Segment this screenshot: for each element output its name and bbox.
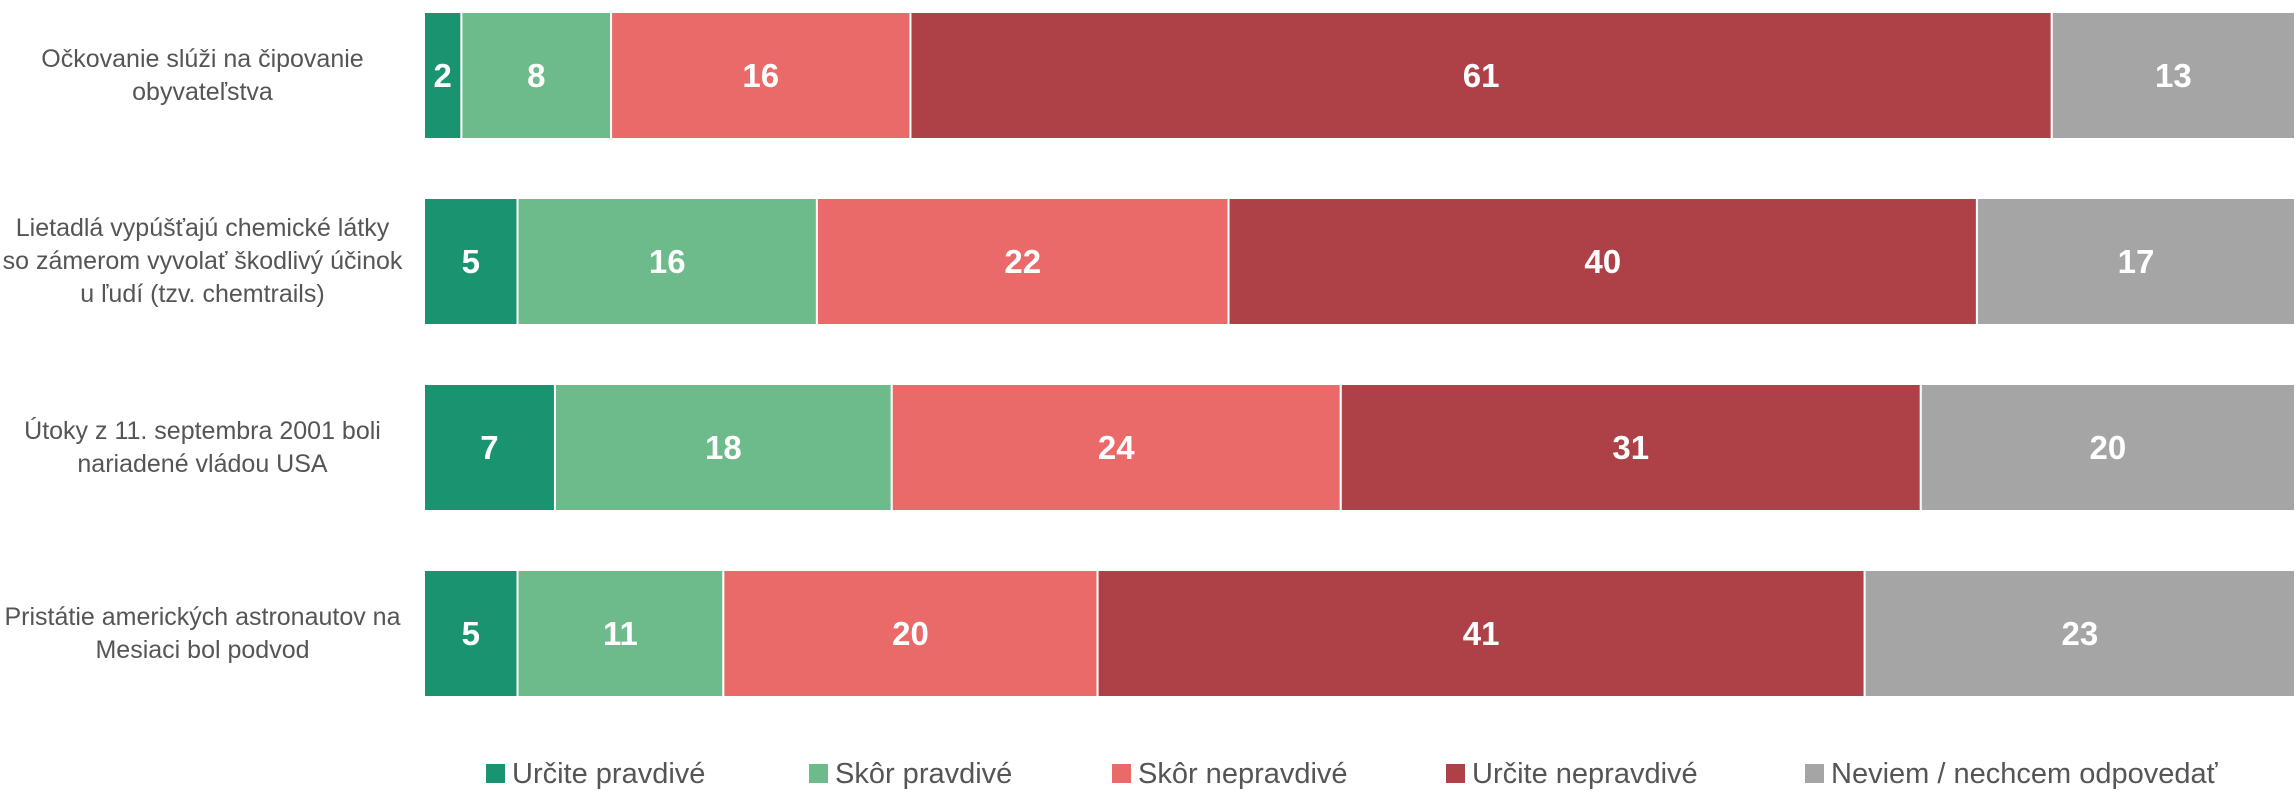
legend-label: Určite nepravdivé [1472,758,1698,790]
legend-label: Skôr nepravdivé [1138,758,1348,790]
legend-swatch [1446,764,1465,783]
data-label: 2 [434,57,452,94]
data-label: 20 [892,615,929,652]
bar-segment [1863,569,2295,698]
data-label: 20 [2090,429,2127,466]
category-label: Útoky z 11. septembra 2001 boli nariaden… [24,416,381,478]
bar-segment [553,383,893,512]
legend-swatch [1805,764,1824,783]
data-label: 41 [1463,615,1500,652]
bar-segment [516,569,725,698]
bar-segment [1975,197,2295,326]
legend-swatch [809,764,828,783]
bar-segment [423,569,519,698]
bar-segment [423,197,519,326]
data-label: 31 [1612,429,1649,466]
category-label: Pristátie amerických astronautov na Mesi… [4,602,401,664]
data-label: 40 [1584,243,1621,280]
bar-segment [1096,569,1866,698]
bar-segment [610,11,912,140]
data-label: 23 [2061,615,2098,652]
category-label: Očkovanie slúži na čipovanie obyvateľstv… [41,44,364,106]
legend-swatch [1112,764,1131,783]
data-label: 17 [2118,243,2155,280]
bar-segment [1339,383,1922,512]
bar-segment [423,383,556,512]
bar-segment [1227,197,1978,326]
data-label: 5 [462,615,480,652]
bar-segment [516,197,818,326]
data-label: 5 [462,243,480,280]
bar-segment [423,11,463,140]
data-label: 7 [480,429,498,466]
bar-segment [890,383,1342,512]
data-label: 22 [1004,243,1041,280]
category-label: Lietadlá vypúšťajú chemické látky so zám… [2,214,403,308]
bar-segment [2050,11,2295,140]
legend-label: Neviem / nechcem odpovedať [1831,758,2219,790]
data-label: 11 [603,615,638,652]
bar-segment [722,569,1099,698]
bar-segment [1919,383,2295,512]
data-label: 18 [705,429,742,466]
data-label: 24 [1098,429,1135,466]
data-label: 16 [649,243,686,280]
data-label: 8 [527,57,545,94]
data-label: 13 [2155,57,2192,94]
data-label: 61 [1463,57,1500,94]
legend-label: Určite pravdivé [512,758,705,790]
bar-segment [460,11,613,140]
legend-swatch [486,764,505,783]
legend-label: Skôr pravdivé [835,758,1012,790]
data-label: 16 [742,57,779,94]
